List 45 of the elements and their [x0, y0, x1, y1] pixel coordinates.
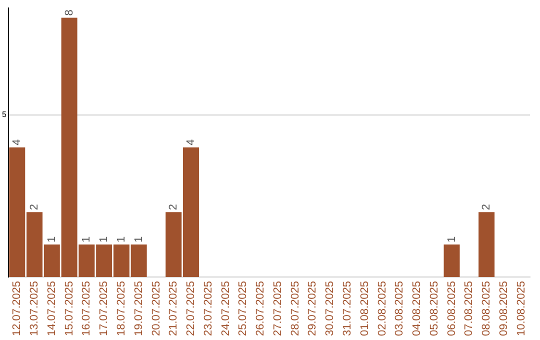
x-tick-label: 22.07.2025: [185, 280, 198, 336]
x-tick-label: 12.07.2025: [11, 280, 24, 336]
x-tick-label: 17.07.2025: [98, 280, 110, 336]
data-label: 1: [46, 236, 58, 243]
data-label: 1: [446, 236, 458, 243]
x-tick-label: 21.07.2025: [168, 280, 180, 336]
data-label: 1: [80, 236, 93, 243]
x-tick-label: 05.08.2025: [428, 280, 440, 336]
x-tick-label: 26.07.2025: [254, 280, 267, 336]
x-tick-label: 29.07.2025: [306, 280, 319, 336]
x-tick-label: 16.07.2025: [80, 280, 93, 336]
x-tick-label: 07.08.2025: [463, 280, 476, 336]
x-tick-label: 19.07.2025: [132, 280, 145, 336]
y-tick-label: 5: [2, 110, 7, 120]
data-label: 1: [98, 236, 110, 243]
data-label: 8: [63, 10, 76, 16]
bar: [444, 244, 460, 277]
x-tick-label: 13.07.2025: [28, 280, 41, 336]
x-tick-label: 31.07.2025: [341, 280, 354, 336]
data-label: 1: [132, 236, 145, 243]
data-label: 4: [11, 139, 24, 146]
data-label: 2: [168, 204, 180, 210]
x-tick-label: 23.07.2025: [202, 280, 214, 336]
data-label: 4: [185, 139, 198, 146]
x-tick-label: 09.08.2025: [498, 280, 510, 336]
x-tick-label: 04.08.2025: [411, 280, 424, 336]
data-label: 2: [28, 204, 41, 210]
x-tick-label: 01.08.2025: [358, 280, 371, 336]
x-tick-label: 30.07.2025: [324, 280, 336, 336]
x-tick-label: 27.07.2025: [272, 280, 284, 336]
bar: [478, 212, 495, 277]
data-label: 1: [115, 236, 128, 243]
x-tick-label: 15.07.2025: [63, 280, 76, 336]
x-tick-label: 25.07.2025: [237, 280, 250, 336]
x-tick-label: 24.07.2025: [220, 280, 232, 336]
x-tick-label: 14.07.2025: [46, 280, 58, 336]
data-label: 2: [480, 204, 493, 210]
x-tick-label: 20.07.2025: [150, 280, 162, 336]
x-tick-label: 08.08.2025: [480, 280, 493, 336]
x-tick-label: 06.08.2025: [446, 280, 458, 336]
x-tick-label: 02.08.2025: [376, 280, 388, 336]
x-tick-label: 18.07.2025: [115, 280, 128, 336]
x-tick-label: 03.08.2025: [394, 280, 406, 336]
x-tick-label: 10.08.2025: [515, 280, 528, 336]
x-tick-label: 28.07.2025: [289, 280, 302, 336]
